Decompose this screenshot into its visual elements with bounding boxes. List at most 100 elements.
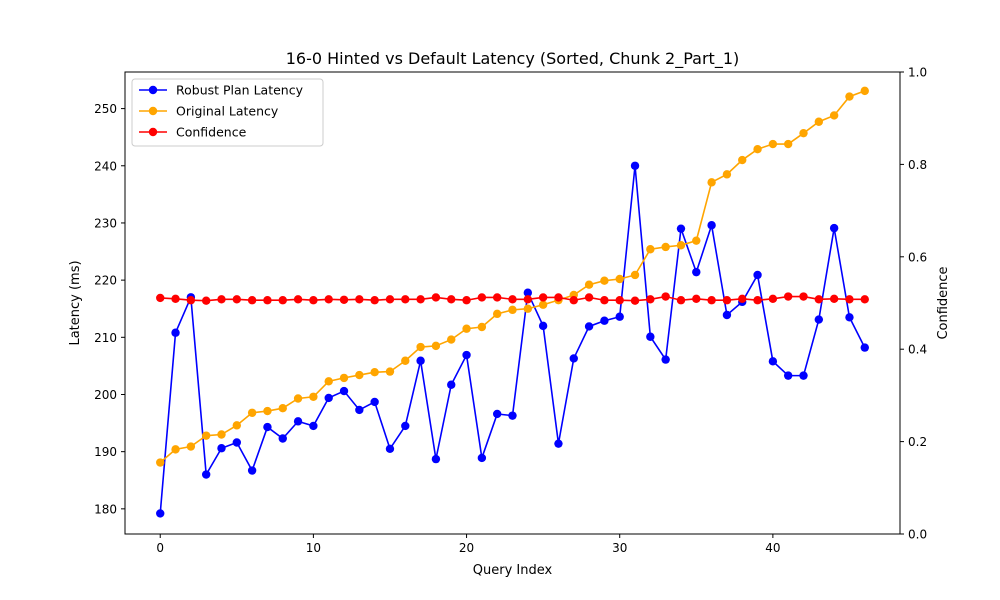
y-tick-label: 190 [94,445,117,459]
data-point [707,296,716,305]
data-point [738,294,747,304]
data-point [477,322,487,332]
data-point [263,422,272,432]
data-point [339,386,349,396]
data-point [171,328,180,337]
series-1 [156,86,869,467]
data-point [630,161,640,170]
y2-tick-label: 0.8 [908,158,927,172]
legend: Robust Plan Latency Original Latency Confi… [131,78,324,147]
data-point [171,294,180,304]
data-point [646,245,655,254]
data-point [692,236,701,245]
data-point [201,431,211,440]
data-point [615,296,624,305]
data-point [431,341,441,351]
data-point [722,296,732,305]
data-point [615,312,624,321]
data-point [768,357,778,366]
data-point [845,295,854,304]
data-point [523,295,533,304]
data-point [860,295,869,304]
data-point [401,356,410,365]
data-point [278,434,287,443]
y-tick-label: 250 [94,102,117,116]
data-point [431,454,441,464]
data-point [646,332,655,341]
data-point [630,296,640,305]
data-point [477,293,487,302]
data-point [707,221,716,230]
data-point [508,305,517,315]
legend-marker [148,85,158,95]
legend-marker [148,127,158,137]
data-point [646,295,655,304]
data-point [845,313,854,322]
data-point [753,270,762,280]
x-tick-label: 30 [612,541,627,555]
data-point [584,293,594,302]
data-point [263,406,272,416]
data-point [293,295,303,304]
data-point [477,453,487,463]
data-point [538,300,548,309]
y-tick-label: 240 [94,159,117,173]
data-point [232,438,242,447]
data-point [554,293,563,302]
data-point [783,292,793,301]
y-tick-label: 220 [94,274,117,288]
data-point [355,370,364,380]
data-point [768,294,778,304]
data-point [554,439,563,448]
data-point [247,466,257,475]
data-point [324,295,333,304]
data-point [615,274,624,284]
data-point [293,394,303,403]
x-tick-label: 10 [306,541,321,555]
data-point [600,276,609,285]
data-point [217,444,226,453]
data-point [401,421,410,431]
data-point [370,296,379,305]
data-point [278,404,287,413]
data-point [661,242,670,252]
data-point [156,458,165,467]
y-axis-label: Latency (ms) [68,260,83,345]
data-point [722,170,732,179]
y2-tick-label: 0.0 [908,528,927,542]
data-point [247,408,257,417]
data-point [462,296,471,305]
data-point [630,270,640,280]
data-point [722,310,732,320]
data-point [661,292,670,301]
data-point [370,367,379,377]
data-point [447,335,456,344]
data-point [692,294,701,304]
data-point [738,155,747,165]
data-point [247,296,257,305]
data-point [692,267,701,277]
data-point [814,117,824,126]
y2-tick-label: 0.6 [908,250,927,264]
data-point [584,280,594,289]
axes-frame [124,71,901,535]
data-point [829,111,839,120]
data-point [676,241,686,250]
data-point [569,296,578,305]
data-point [401,295,410,304]
data-point [201,296,211,305]
data-point [829,294,839,304]
data-point [156,509,165,518]
data-point [753,296,762,305]
y-tick-label: 210 [94,331,117,345]
data-point [324,377,333,386]
data-point [355,295,364,304]
y-tick-label: 180 [94,502,117,516]
data-point [355,405,364,415]
data-point [156,293,165,303]
x-tick-label: 20 [459,541,474,555]
data-point [217,295,226,304]
data-point [492,409,502,419]
x-axis-label: Query Index [473,563,553,578]
data-point [799,292,808,301]
